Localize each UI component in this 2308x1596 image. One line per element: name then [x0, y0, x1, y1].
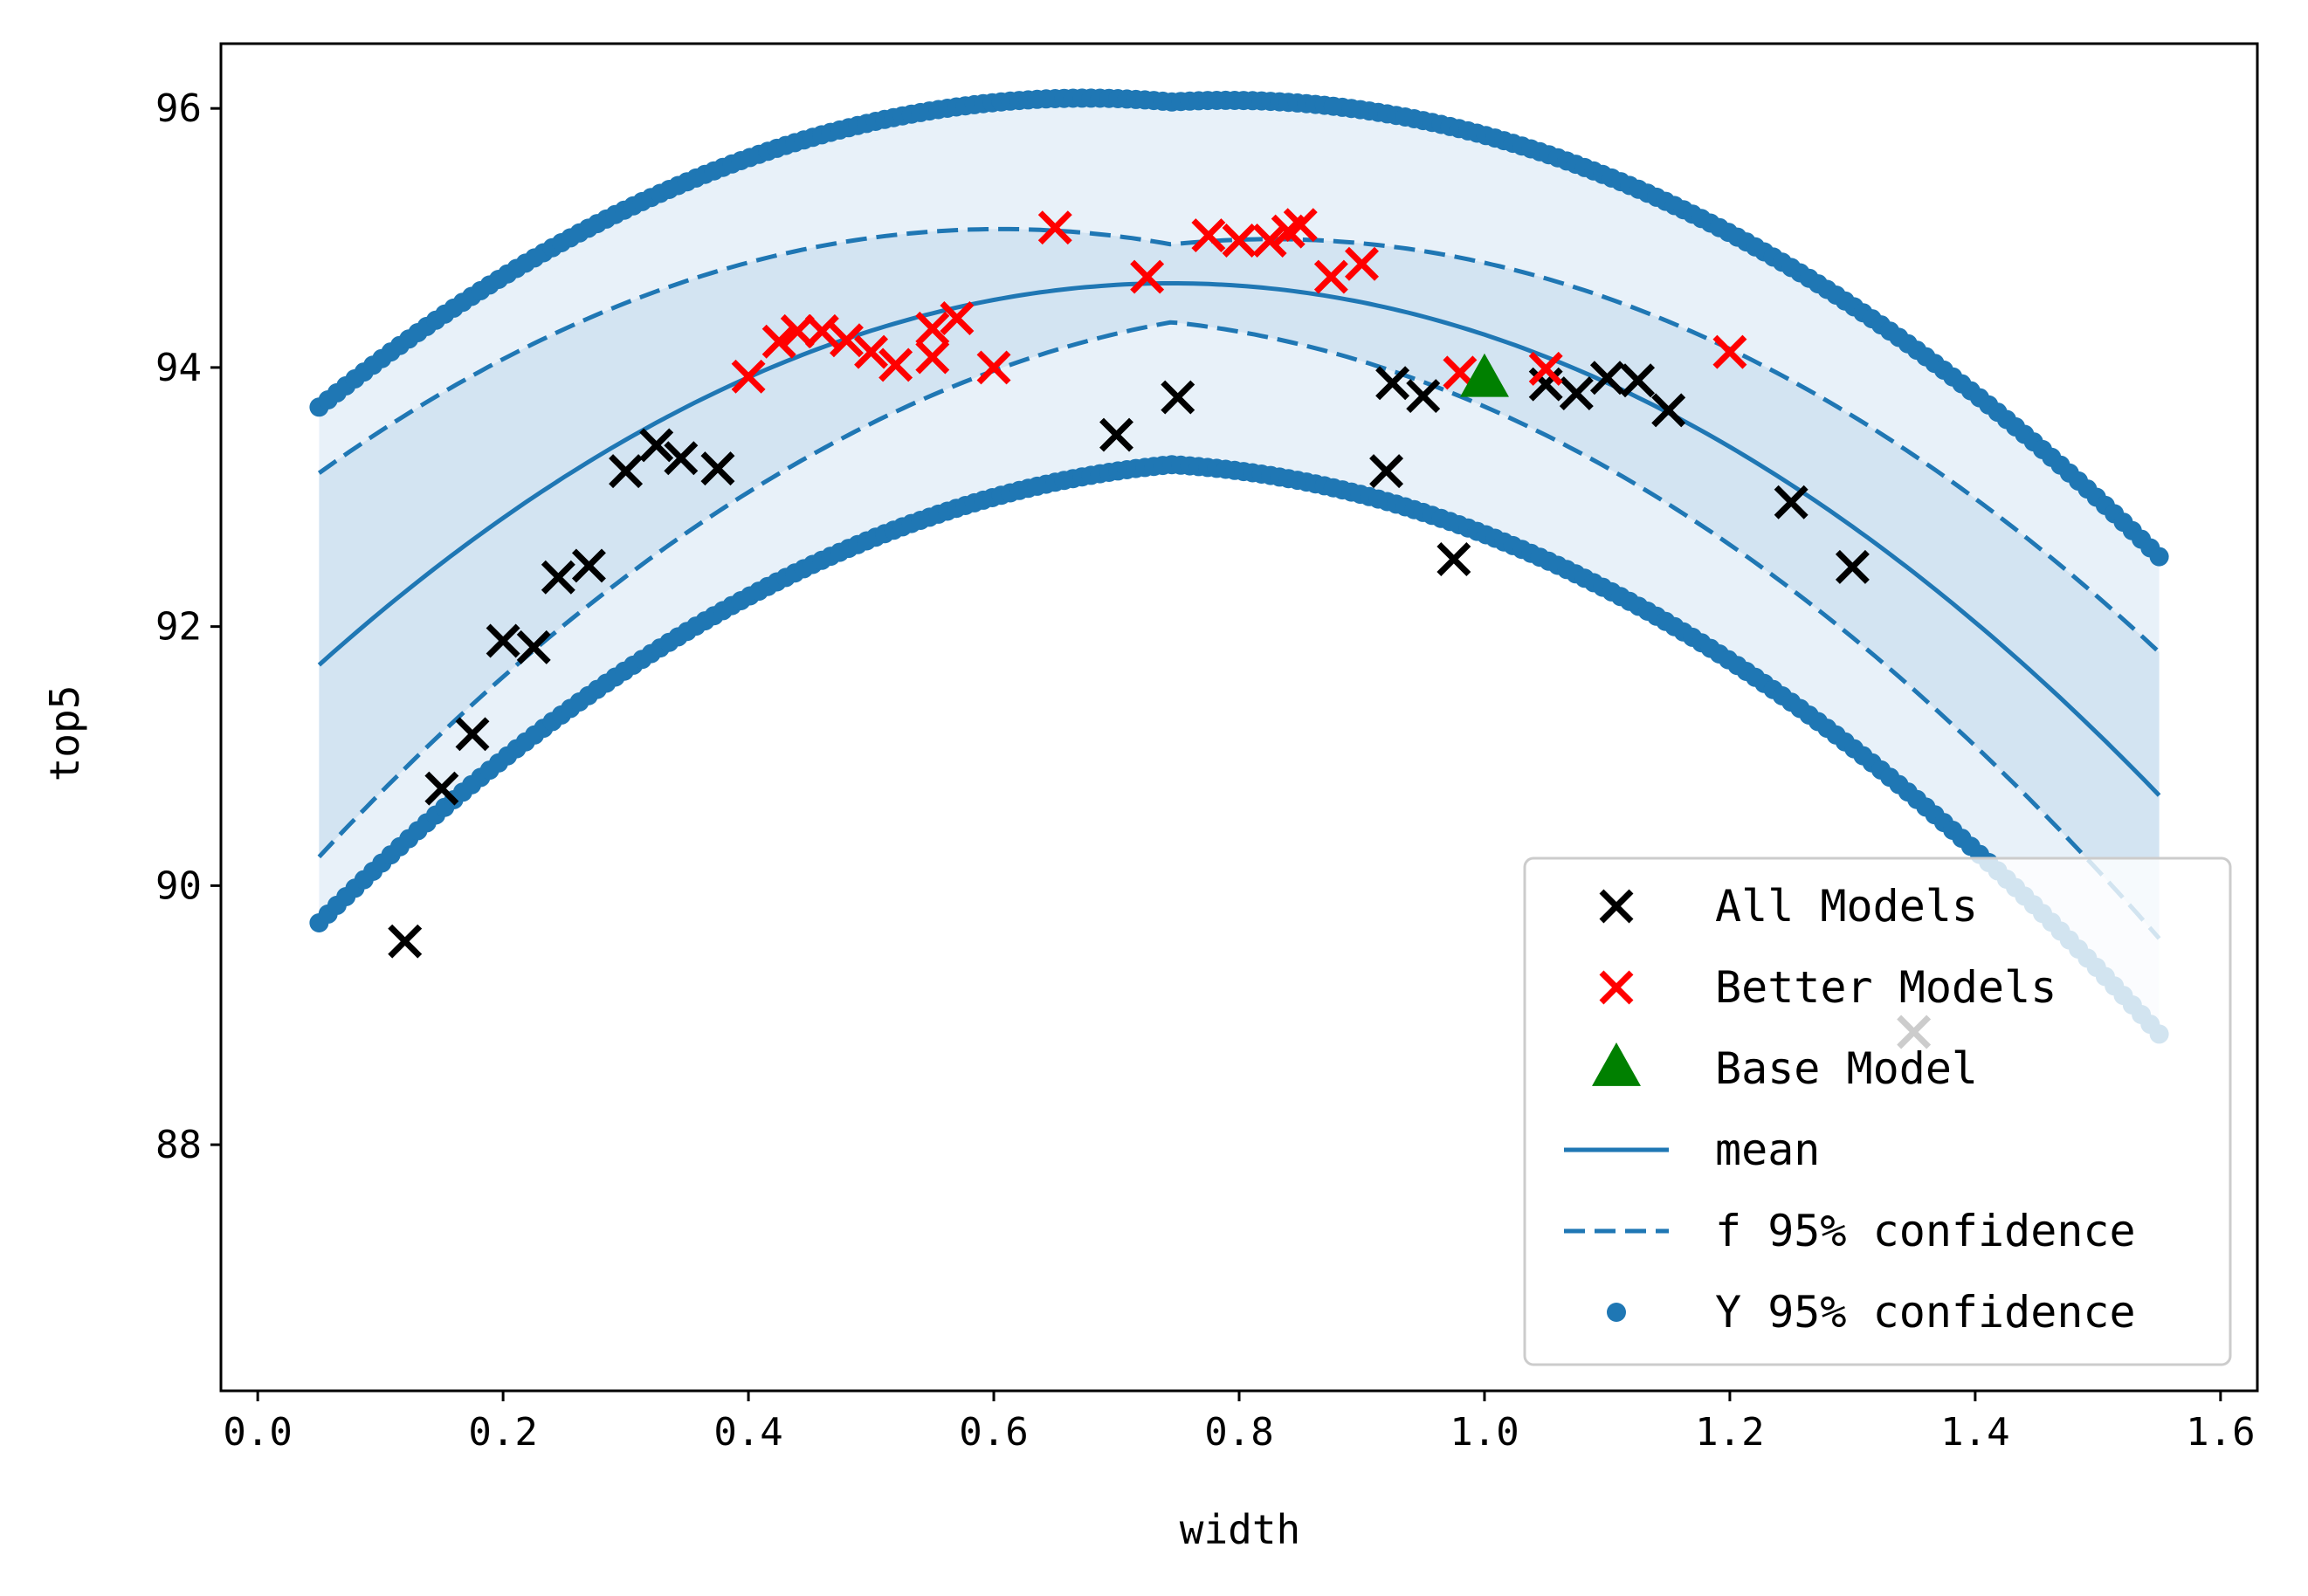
all-models-point: [571, 548, 606, 583]
all-models-point: [516, 629, 551, 664]
all-models-point: [1369, 454, 1404, 489]
better-models-point: [829, 323, 864, 358]
better-models-point: [915, 340, 950, 375]
legend-mean-label: mean: [1715, 1125, 1820, 1175]
all-models-point: [664, 441, 699, 476]
y-tick-label: 94: [155, 346, 202, 390]
x-tick-label: 1.6: [2186, 1410, 2255, 1455]
x-tick-label: 1.2: [1695, 1410, 1764, 1455]
mean-line: [317, 281, 2161, 797]
x-axis-label: width: [1180, 1506, 1300, 1553]
all-models-point: [1375, 366, 1410, 401]
all-models-point: [486, 623, 520, 658]
better-models-point: [1283, 208, 1318, 243]
all-models-point: [1099, 417, 1133, 452]
x-tick-label: 1.0: [1450, 1410, 1519, 1455]
better-models-point: [1191, 218, 1226, 253]
legend: All Models Better Models Base Model mean f 9…: [1523, 856, 2232, 1366]
better-models-point: [804, 313, 839, 348]
x-tick-label: 0.0: [223, 1410, 292, 1455]
all-models-point: [639, 428, 674, 463]
legend-f-95-confidence-label: f 95% confidence: [1715, 1206, 2136, 1256]
better-models-point: [1712, 334, 1747, 369]
better-models-point: [1130, 259, 1165, 294]
legend-base-model-label: Base Model: [1715, 1043, 1978, 1094]
better-models-point: [1345, 246, 1379, 281]
y-tick-label: 88: [155, 1123, 202, 1167]
f-confidence-upper: [317, 226, 2161, 654]
y-tick-label: 90: [155, 863, 202, 908]
better-models-point: [731, 359, 766, 394]
y-tick-label: 92: [155, 605, 202, 650]
all-models-point: [424, 771, 459, 806]
legend-box: [1523, 856, 2232, 1366]
better-models-point: [854, 334, 889, 369]
all-models-point: [1651, 393, 1686, 428]
legend-y-95-confidence-marker: [1607, 1303, 1626, 1322]
all-models-point: [1835, 549, 1870, 584]
all-models-point: [1406, 379, 1441, 414]
x-tick-label: 0.6: [959, 1410, 1028, 1455]
better-models-point: [1037, 210, 1072, 245]
legend-y-95-confidence-label: Y 95% confidence: [1715, 1287, 2136, 1338]
better-models-point: [761, 324, 796, 359]
y-axis-label: top5: [41, 685, 88, 782]
all-models-point: [1621, 363, 1656, 398]
legend-all-models-label: All Models: [1715, 881, 1978, 932]
all-models-point: [541, 560, 575, 595]
y-tick-label: 96: [155, 86, 202, 131]
all-models-point: [388, 924, 423, 959]
better-models-point: [915, 311, 950, 346]
all-models-point: [1436, 542, 1471, 576]
all-models-point: [1589, 361, 1624, 396]
plot-content: [309, 88, 2169, 1049]
better-models-point: [940, 301, 975, 336]
base-model-point: [1459, 353, 1509, 397]
all-models-point: [1161, 380, 1195, 415]
all-models-point: [609, 454, 644, 489]
better-models-point: [780, 313, 815, 348]
legend-better-models-label: Better Models: [1715, 962, 2057, 1013]
better-models-point: [1252, 224, 1287, 258]
legend-better-models-marker: [1599, 970, 1634, 1005]
legend-base-model-marker: [1592, 1042, 1641, 1086]
better-models-point: [1528, 351, 1563, 386]
better-models-point: [878, 347, 913, 382]
axes: 0.0 0.2 0.4 0.6 0.8 1.0 1.2 1.4 1.6 88 90 92 94 96: [155, 42, 2259, 1455]
all-models-point: [1774, 485, 1809, 519]
better-models-point: [976, 350, 1011, 385]
x-tick-label: 1.4: [1940, 1410, 2009, 1455]
better-models-point: [1222, 224, 1257, 258]
y-confidence-upper-dot: [2149, 547, 2169, 567]
all-models-point: [455, 717, 490, 752]
all-models-point: [1559, 376, 1594, 411]
f-confidence-lower: [317, 320, 2161, 940]
plot-area: [309, 88, 2169, 1049]
x-tick-label: 0.8: [1204, 1410, 1273, 1455]
x-tick-label: 0.2: [468, 1410, 537, 1455]
legend-all-models-marker: [1599, 889, 1634, 924]
all-models-point: [700, 451, 735, 486]
better-models-point: [1313, 259, 1348, 294]
f-confidence-band: [319, 229, 2160, 939]
x-tick-label: 0.4: [713, 1410, 782, 1455]
